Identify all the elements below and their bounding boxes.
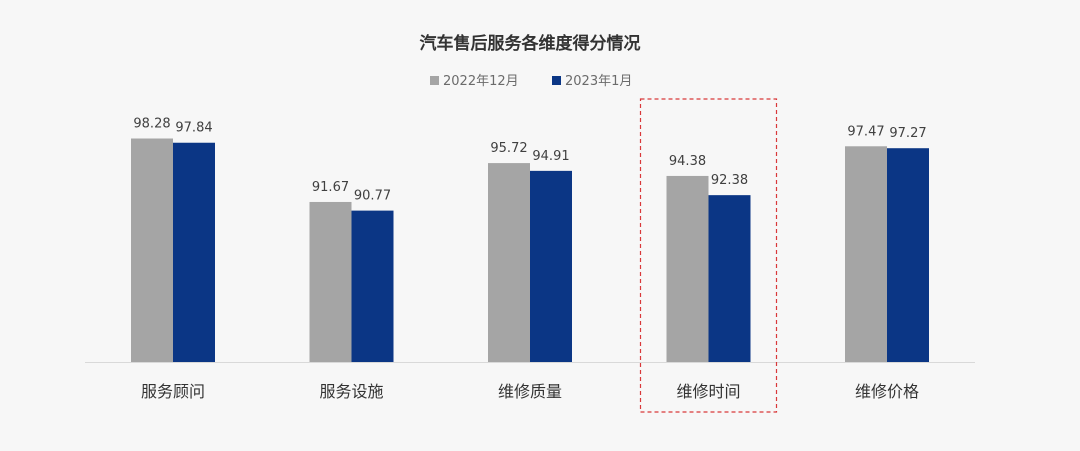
x-tick-label: 维修时间 — [676, 382, 740, 401]
legend: 2022年12月 2023年1月 — [430, 74, 632, 89]
legend-swatch — [552, 76, 561, 85]
legend-swatch — [430, 76, 439, 85]
bar — [530, 170, 572, 362]
bar — [351, 210, 394, 362]
data-label: 97.27 — [889, 126, 926, 141]
data-label: 92.38 — [711, 173, 748, 188]
bar — [488, 163, 530, 362]
bar — [131, 138, 173, 362]
data-label: 97.84 — [175, 121, 212, 136]
data-label: 91.67 — [312, 180, 349, 195]
x-tick-label: 维修质量 — [498, 382, 562, 401]
bar — [173, 142, 215, 362]
data-label: 90.77 — [354, 189, 391, 204]
legend-label: 2023年1月 — [565, 74, 632, 89]
data-label: 95.72 — [490, 141, 527, 156]
x-tick-label: 服务顾问 — [141, 382, 205, 401]
bar — [309, 201, 352, 362]
data-label: 97.47 — [847, 124, 884, 139]
bar — [666, 175, 709, 362]
chart-title: 汽车售后服务各维度得分情况 — [420, 33, 641, 54]
data-label: 94.38 — [669, 154, 706, 169]
bar — [845, 146, 887, 362]
data-label: 98.28 — [133, 117, 170, 132]
x-tick-label: 维修价格 — [855, 382, 919, 401]
bar — [708, 195, 751, 362]
x-tick-label: 服务设施 — [319, 382, 383, 401]
bar — [887, 148, 929, 362]
data-label: 94.91 — [532, 149, 569, 164]
legend-label: 2022年12月 — [443, 74, 519, 89]
